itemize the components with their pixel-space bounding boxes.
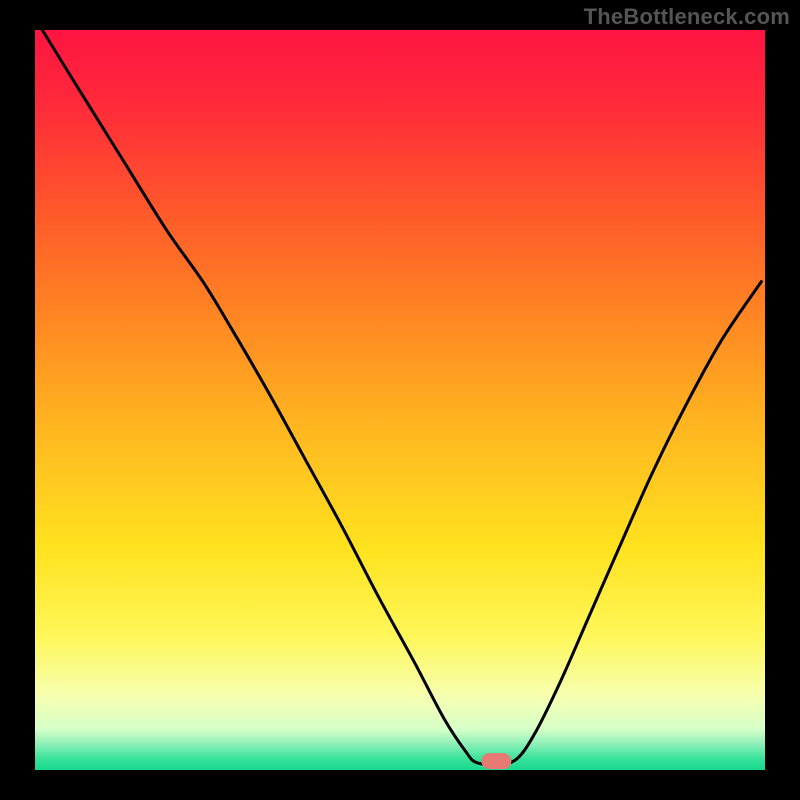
chart-root: TheBottleneck.com: [0, 0, 800, 800]
watermark-text: TheBottleneck.com: [584, 4, 790, 30]
chart-plot-area: [35, 30, 765, 770]
chart-svg: [0, 0, 800, 800]
minimum-marker: [481, 753, 511, 769]
